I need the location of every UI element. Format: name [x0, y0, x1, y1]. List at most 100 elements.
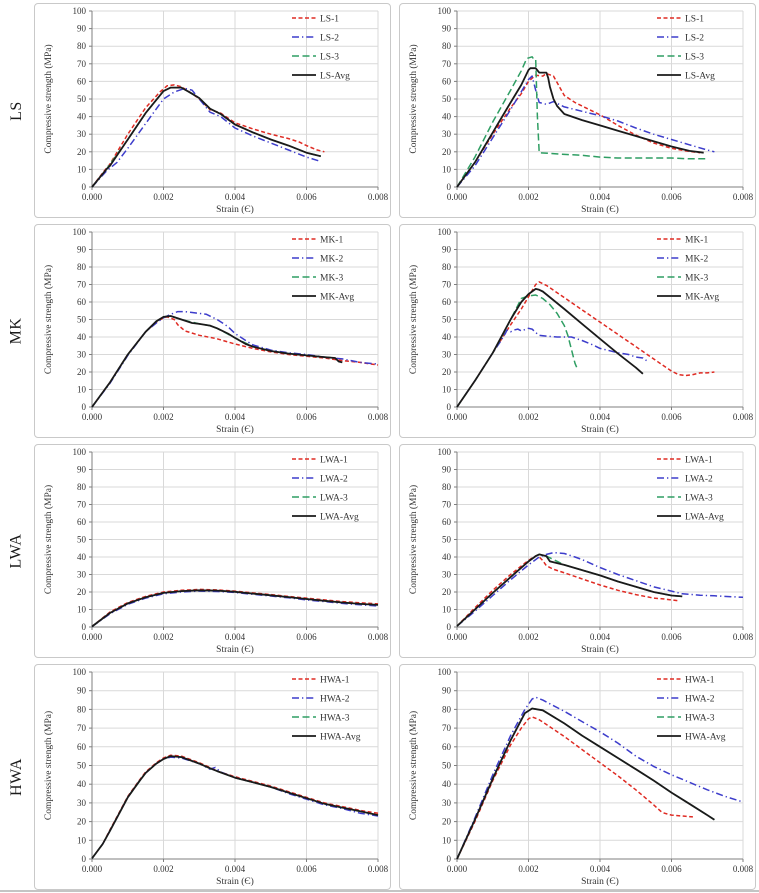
y-tick-label: 90 [77, 465, 87, 475]
x-tick-label: 0.008 [368, 632, 389, 642]
legend-label-MK-2: MK-2 [685, 255, 708, 265]
legend-label-HWA-1: HWA-1 [685, 676, 715, 686]
y-tick-label: 20 [77, 587, 87, 597]
y-tick-label: 70 [442, 500, 452, 510]
x-tick-label: 0.002 [518, 632, 538, 642]
axes [454, 231, 744, 410]
y-tick-label: 90 [442, 24, 452, 34]
y-tick-label: 10 [77, 605, 87, 615]
y-tick-label: 50 [77, 535, 87, 545]
row-label-lwa-text: LWA [7, 533, 25, 569]
y-tick-label: 60 [442, 297, 452, 307]
legend-label-LS-Avg: LS-Avg [320, 72, 350, 82]
x-tick-label: 0.000 [447, 632, 468, 642]
x-tick-label: 0.006 [296, 864, 317, 874]
legend: LS-1 LS-2 LS-3 LS-Avg [292, 15, 350, 82]
legend-label-MK-2: MK-2 [320, 255, 343, 265]
series-line-MK-Avg [91, 315, 343, 408]
y-tick-label: 60 [77, 297, 87, 307]
axes [89, 671, 379, 862]
legend-label-HWA-3: HWA-3 [685, 714, 715, 724]
chart-lwa-right: 0 10 20 30 40 50 60 70 80 90 100 0.000 0.002 0.004 0.0… [399, 444, 756, 658]
series-line-MK-Avg [456, 288, 644, 408]
legend-label-LWA-Avg: LWA-Avg [685, 513, 724, 523]
legend-label-HWA-Avg: HWA-Avg [685, 733, 726, 743]
legend: MK-1 MK-2 MK-3 MK-Avg [657, 236, 719, 303]
chart-mk-left: 0 10 20 30 40 50 60 70 80 90 100 0.000 0.002 0.004 0.0… [34, 224, 391, 438]
legend-label-MK-3: MK-3 [320, 274, 343, 284]
legend-label-LWA-Avg: LWA-Avg [320, 513, 359, 523]
series-line-LWA-Avg [456, 553, 683, 627]
y-tick-label: 90 [77, 245, 87, 255]
y-tick-label: 40 [77, 332, 87, 342]
y-tick-label: 60 [442, 76, 452, 86]
legend-label-LS-2: LS-2 [685, 34, 704, 44]
y-tick-label: 100 [438, 447, 452, 457]
y-tick-label: 0 [82, 854, 87, 864]
tick-labels: 0 10 20 30 40 50 60 70 80 90 100 0.000 0.002 0.004 0.0… [73, 6, 389, 202]
axes [454, 451, 744, 630]
y-tick-label: 70 [442, 280, 452, 290]
tick-labels: 0 10 20 30 40 50 60 70 80 90 100 0.000 0.002 0.004 0.0… [438, 447, 754, 642]
y-tick-label: 10 [442, 164, 452, 174]
x-tick-label: 0.006 [661, 412, 682, 422]
y-tick-label: 80 [77, 704, 87, 714]
series-line-LWA-2 [456, 551, 744, 627]
y-tick-label: 70 [77, 280, 87, 290]
x-tick-label: 0.006 [661, 864, 682, 874]
y-tick-label: 40 [77, 552, 87, 562]
y-tick-label: 20 [77, 367, 87, 377]
y-tick-label: 30 [77, 798, 87, 808]
legend-label-LS-1: LS-1 [685, 15, 704, 25]
y-tick-label: 30 [442, 570, 452, 580]
legend-label-LWA-1: LWA-1 [685, 456, 713, 466]
series-line-LS-2 [91, 87, 322, 188]
y-axis-title: Compressive strength (MPa) [43, 711, 54, 820]
legend-label-LS-2: LS-2 [320, 34, 339, 44]
stress-strain-plot: 0 10 20 30 40 50 60 70 80 90 100 0.000 0.002 0.004 0.0… [43, 6, 389, 215]
series-line-MK-3 [456, 294, 578, 408]
y-tick-label: 40 [442, 332, 452, 342]
y-tick-label: 90 [442, 686, 452, 696]
series-line-LWA-1 [456, 554, 679, 627]
y-tick-label: 70 [77, 59, 87, 69]
y-tick-label: 20 [77, 817, 87, 827]
legend-label-HWA-2: HWA-2 [320, 695, 350, 705]
tick-labels: 0 10 20 30 40 50 60 70 80 90 100 0.000 0.002 0.004 0.0… [438, 227, 754, 422]
series-line-MK-1 [91, 316, 379, 408]
row-label-ls-text: LS [7, 100, 25, 121]
series-line-HWA-Avg [91, 755, 379, 859]
y-tick-label: 70 [442, 59, 452, 69]
y-tick-label: 30 [77, 350, 87, 360]
y-tick-label: 40 [442, 552, 452, 562]
legend-label-LWA-2: LWA-2 [685, 475, 713, 485]
y-tick-label: 70 [77, 723, 87, 733]
x-tick-label: 0.008 [368, 864, 389, 874]
y-tick-label: 80 [77, 262, 87, 272]
y-tick-label: 50 [77, 315, 87, 325]
y-tick-label: 20 [442, 817, 452, 827]
x-tick-label: 0.002 [153, 192, 173, 202]
row-label-mk-text: MK [7, 317, 25, 345]
y-axis-title: Compressive strength (MPa) [43, 485, 54, 594]
x-tick-label: 0.002 [518, 192, 538, 202]
chart-mk-right: 0 10 20 30 40 50 60 70 80 90 100 0.000 0.002 0.004 0.0… [399, 224, 756, 438]
axes [89, 231, 379, 410]
y-tick-label: 0 [447, 182, 452, 192]
series-line-LS-3 [456, 56, 708, 188]
series-line-HWA-2 [456, 696, 744, 860]
y-tick-label: 30 [442, 129, 452, 139]
x-axis-title: Strain (Є) [216, 424, 254, 435]
y-tick-label: 50 [77, 761, 87, 771]
row-label-hwa-text: HWA [7, 758, 25, 796]
y-tick-label: 10 [77, 835, 87, 845]
y-tick-label: 60 [77, 76, 87, 86]
stress-strain-plot: 0 10 20 30 40 50 60 70 80 90 100 0.000 0.002 0.004 0.0… [408, 667, 754, 887]
y-tick-label: 20 [77, 147, 87, 157]
series-line-LS-2 [456, 75, 715, 188]
gridlines [92, 10, 379, 187]
x-tick-label: 0.006 [661, 632, 682, 642]
x-tick-label: 0.004 [590, 412, 611, 422]
y-axis-title: Compressive strength (MPa) [43, 265, 54, 374]
